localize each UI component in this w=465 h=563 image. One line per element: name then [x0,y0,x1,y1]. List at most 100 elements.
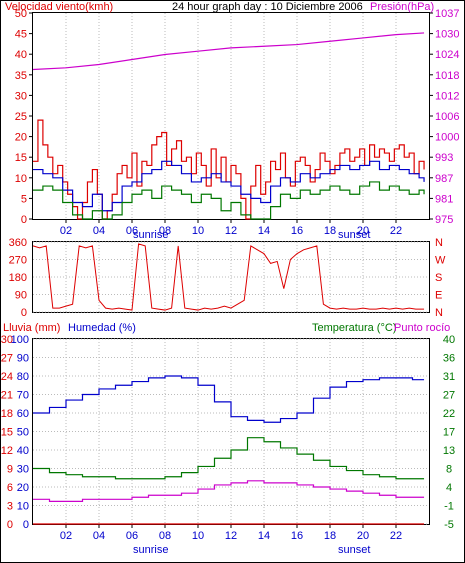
humidity-tick-label: 100 [11,334,29,346]
rain-axis-label: Lluvia (mm) [3,322,60,334]
temperature-tick-label: 4 [446,482,452,494]
panel1-x-ticks: 02 04 06 08 10 12 14 16 18 20 22 [60,225,402,237]
pressure-tick-label: 1030 [435,29,459,41]
temperature-tick-label: 36 [443,353,455,365]
rain-tick-label: 24 [1,371,13,383]
x-tick-label: 06 [126,225,138,237]
temperature-tick-label: 27 [443,390,455,402]
rain-tick-label: 15 [1,427,13,439]
sunset-label: sunset [338,229,370,241]
x-tick-label: 02 [60,530,72,542]
panel1-series [32,32,425,220]
panel2-left-ticks: 0 90 180 270 360 [9,237,27,319]
panel1-left-ticks: 0 5 10 15 20 25 30 35 40 45 50 [15,8,27,226]
x-tick-label: 08 [159,530,171,542]
sunset-label-2: sunset [338,544,370,556]
x-tick-label: 08 [159,225,171,237]
pressure-tick-label: 975 [435,214,453,226]
temperature-axis-label: Temperatura (°C) [312,322,396,334]
rain-tick-label: 30 [1,334,13,346]
direction-tick-label: 360 [9,237,27,249]
humidity-tick-label: 30 [17,464,29,476]
rain-tick-label: 18 [1,408,13,420]
panel1-right-ticks: 975 981 987 993 1000 1006 1012 1018 1024 1030 1037 [435,8,459,226]
temperature-tick-label: -5 [444,519,454,531]
x-tick-label: 12 [225,225,237,237]
rain-tick-label: 6 [7,482,13,494]
wind-tick-label: 30 [15,90,27,102]
wind-tick-label: 0 [21,214,27,226]
wind-tick-label: 25 [15,111,27,123]
humidity-tick-label: 20 [17,482,29,494]
panel3-x-ticks: 02 04 06 08 10 12 14 16 18 20 22 [60,530,402,542]
rain-tick-label: 27 [1,353,13,365]
sunrise-label-2: sunrise [133,544,168,556]
direction-tick-label: 180 [9,272,27,284]
x-tick-label: 10 [192,225,204,237]
panel1-grid [29,12,433,223]
x-tick-label: 04 [93,530,105,542]
pressure-tick-label: 987 [435,173,453,185]
humidity-axis-label: Humedad (%) [68,322,136,334]
wind-tick-label: 50 [15,8,27,20]
wind-tick-label: 10 [15,173,27,185]
x-tick-label: 22 [390,225,402,237]
direction-tick-label: 0 [21,307,27,319]
panel2-grid [33,241,429,313]
x-tick-label: 18 [324,530,336,542]
wind-tick-label: 20 [15,132,27,144]
humidity-tick-label: 0 [23,519,29,531]
temperature-tick-label: 40 [443,334,455,346]
pressure-tick-label: 1024 [435,49,459,61]
x-tick-label: 20 [357,530,369,542]
chart-title: 24 hour graph day : 10 Diciembre 2006 [172,1,363,13]
x-tick-label: 10 [192,530,204,542]
humidity-tick-label: 80 [17,371,29,383]
compass-tick-label: S [435,272,442,284]
x-tick-label: 04 [93,225,105,237]
temperature-tick-label: -1 [444,501,454,513]
panel3-temp-ticks: -5 -1 4 8 13 17 22 27 31 36 40 [443,334,455,531]
humidity-tick-label: 90 [17,353,29,365]
rain-tick-label: 21 [1,390,13,402]
panel2-series [32,243,425,311]
rain-tick-label: 12 [1,445,13,457]
sunrise-label: sunrise [133,229,168,241]
pressure-tick-label: 1012 [435,90,459,102]
x-tick-label: 16 [291,225,303,237]
temperature-tick-label: 31 [443,371,455,383]
rain-tick-label: 0 [7,519,13,531]
x-tick-label: 12 [225,530,237,542]
direction-tick-label: 90 [15,290,27,302]
wind-axis-label: Velocidad viento(kmh) [5,1,113,13]
humidity-tick-label: 10 [17,501,29,513]
pressure-tick-label: 1000 [435,132,459,144]
rain-tick-label: 9 [7,464,13,476]
humidity-tick-label: 50 [17,427,29,439]
x-tick-label: 14 [258,530,270,542]
humidity-tick-label: 60 [17,408,29,420]
x-tick-label: 14 [258,225,270,237]
pressure-tick-label: 1037 [435,8,459,20]
wind-tick-label: 35 [15,70,27,82]
temperature-tick-label: 13 [443,445,455,457]
compass-tick-label: E [435,290,442,302]
panel3-humidity-ticks: 0 10 20 30 40 50 60 70 80 90 100 [11,334,29,531]
wind-tick-label: 40 [15,49,27,61]
compass-tick-label: N [435,237,443,249]
humidity-tick-label: 40 [17,445,29,457]
wind-tick-label: 5 [21,193,27,205]
temperature-tick-label: 17 [443,427,455,439]
pressure-axis-label: Presión(hPa) [370,1,434,13]
dewpoint-axis-label: Punto rocío [394,322,450,334]
wind-tick-label: 15 [15,152,27,164]
humidity-tick-label: 70 [17,390,29,402]
series-line-wind [33,160,425,212]
series-line-minimum [33,181,425,220]
panel3-rain-ticks: 0 3 6 9 12 15 18 21 24 27 30 [1,334,13,531]
humidity-temperature-panel: 0 36 9 12 15 18 21 24 27 30 0 10 20 30 40 50 60 70 80 90 10… [1,322,455,556]
